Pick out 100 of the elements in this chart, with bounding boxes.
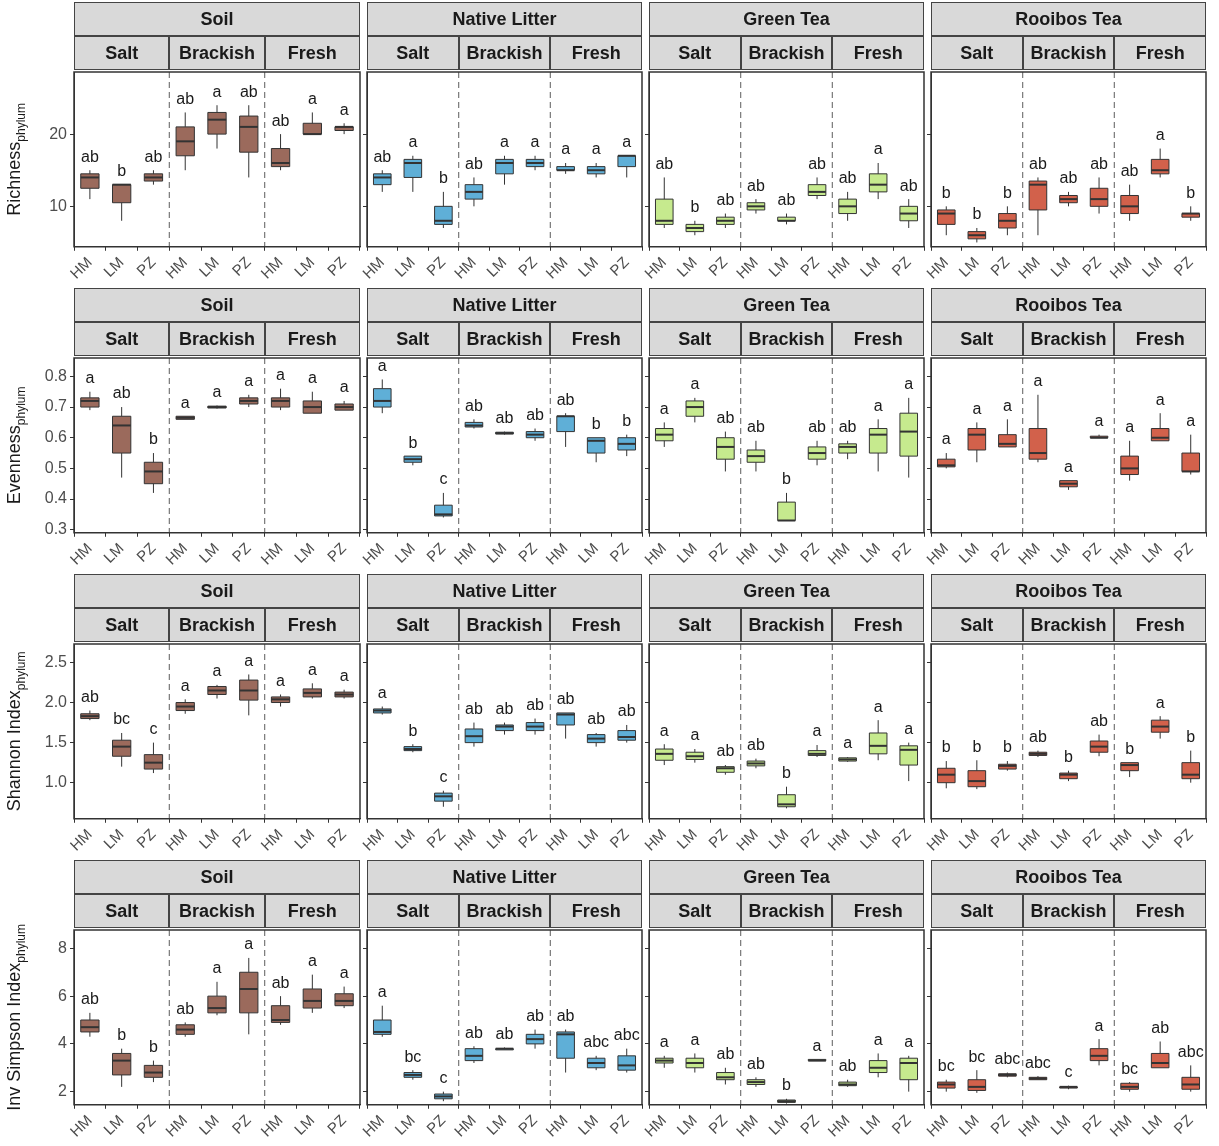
text: ab <box>495 1024 514 1042</box>
text: b <box>148 430 158 448</box>
x-tick-label: PZ <box>514 539 541 565</box>
text: c <box>439 1069 448 1087</box>
text: b <box>1002 738 1012 756</box>
text: ab <box>1029 728 1047 746</box>
text: Fresh <box>832 36 924 70</box>
x-tick-label: PZ <box>986 1111 1013 1137</box>
y-axis-title: Evennessphylum <box>4 386 28 505</box>
text: Fresh <box>1114 36 1206 70</box>
x-tick-label: LM <box>764 1111 792 1138</box>
x-tick-label: PZ <box>986 253 1013 279</box>
text: a <box>339 378 349 396</box>
text: ab <box>556 690 575 708</box>
x-tick-label: LM <box>1138 539 1166 566</box>
x-tick-label: HM <box>542 539 571 568</box>
x-tick-label: LM <box>856 825 884 852</box>
x-tick-label: PZ <box>422 825 449 851</box>
text: ab <box>526 405 544 423</box>
text: a <box>212 959 222 977</box>
x-tick-label: HM <box>161 1111 191 1140</box>
x-tick-label: LM <box>1138 1111 1166 1138</box>
x-tick-label: LM <box>574 253 602 280</box>
text: b <box>1125 740 1135 758</box>
x-tick-label: LM <box>673 539 700 566</box>
x-tick-label: HM <box>1106 253 1135 282</box>
text: a <box>307 952 317 970</box>
text: ab <box>465 396 483 414</box>
x-tick-label: LM <box>99 1111 127 1138</box>
x-tick-label: HM <box>542 1111 571 1140</box>
text: Fresh <box>1114 608 1206 642</box>
text: Brackish <box>740 894 833 928</box>
x-tick-label: HM <box>1014 1111 1043 1140</box>
text: ab <box>747 1054 765 1072</box>
text: b <box>1002 183 1012 201</box>
text: Salt <box>367 608 459 642</box>
x-tick-label: LM <box>195 825 223 852</box>
x-tick-label: LM <box>955 253 982 280</box>
text: a <box>812 1036 822 1054</box>
text: ab <box>747 176 765 194</box>
x-tick-label: PZ <box>606 825 632 851</box>
x-tick-label: LM <box>290 253 318 280</box>
text: a <box>1155 693 1165 711</box>
x-tick-label: LM <box>391 253 418 280</box>
text: ab <box>144 147 163 165</box>
text: a <box>339 963 349 981</box>
x-tick-label: PZ <box>422 539 449 565</box>
x-tick-label: PZ <box>986 539 1013 565</box>
text: Brackish <box>169 608 265 642</box>
x-tick-label: HM <box>257 1111 286 1140</box>
x-tick-label: HM <box>732 539 761 568</box>
chart-title: Soil <box>74 574 360 608</box>
text: ab <box>556 1006 575 1024</box>
y-axis-title: Shannon Indexphylum <box>4 651 28 812</box>
x-tick-label: HM <box>66 825 95 854</box>
text: Brackish <box>740 36 833 70</box>
x-tick-label: HM <box>1014 825 1043 854</box>
text: a <box>1064 458 1073 476</box>
text: ab <box>239 82 258 100</box>
text: ab <box>271 111 290 129</box>
x-tick-label: LM <box>574 1111 602 1138</box>
x-tick-label: PZ <box>704 1111 731 1137</box>
text: ab <box>526 1006 544 1024</box>
text: abc <box>583 1033 610 1051</box>
x-tick-label: HM <box>450 253 479 282</box>
x-tick-label: HM <box>640 825 670 854</box>
x-tick-label: LM <box>764 825 792 852</box>
x-tick-label: LM <box>99 253 127 280</box>
text: bc <box>1121 1059 1139 1077</box>
x-tick-label: PZ <box>888 539 914 565</box>
x-tick-label: PZ <box>228 825 254 851</box>
text: Salt <box>367 322 459 356</box>
chart-title: Rooibos Tea <box>931 2 1206 36</box>
x-tick-label: PZ <box>323 253 350 279</box>
text: a <box>408 133 418 151</box>
text: ab <box>899 176 918 194</box>
y-axis-title: Richnessphylum <box>4 103 28 216</box>
x-tick-label: HM <box>450 825 479 854</box>
text: Fresh <box>264 608 360 642</box>
x-tick-label: LM <box>574 825 602 852</box>
text: a <box>339 667 349 685</box>
x-tick-label: PZ <box>704 825 731 851</box>
x-tick-label: PZ <box>1170 825 1196 851</box>
text: Salt <box>649 894 741 928</box>
x-tick-label: LM <box>1046 539 1074 566</box>
x-tick-label: HM <box>922 253 952 282</box>
text: a <box>307 89 317 107</box>
text: a <box>276 671 286 689</box>
text: a <box>843 734 853 752</box>
x-tick-label: LM <box>290 1111 318 1138</box>
text: a <box>622 133 632 151</box>
text: ab <box>747 418 765 436</box>
x-tick-label: PZ <box>228 1111 254 1137</box>
text: a <box>591 140 601 158</box>
text: a <box>1125 418 1135 436</box>
x-tick-label: LM <box>1138 825 1166 852</box>
x-tick-label: HM <box>1106 1111 1135 1140</box>
text: Salt <box>931 322 1023 356</box>
text: Fresh <box>264 894 360 928</box>
chart-title: Soil <box>74 860 360 894</box>
